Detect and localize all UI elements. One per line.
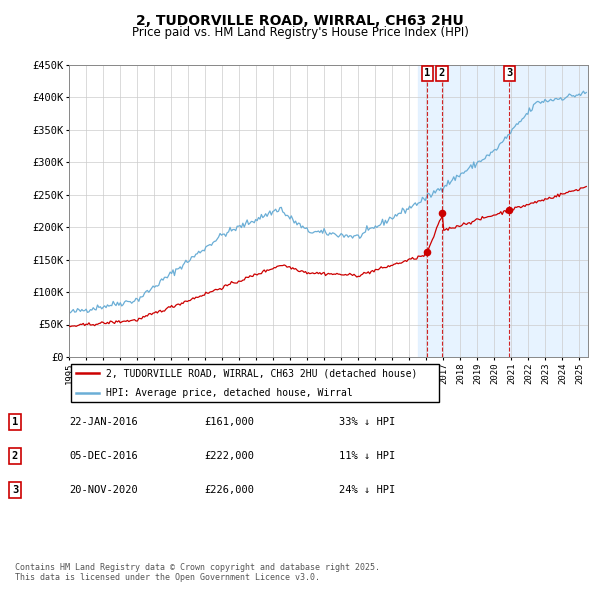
Text: £161,000: £161,000 xyxy=(204,417,254,427)
Text: 3: 3 xyxy=(506,68,512,78)
Point xyxy=(437,208,447,218)
Text: 2: 2 xyxy=(12,451,18,461)
Text: 1: 1 xyxy=(12,417,18,427)
Text: £222,000: £222,000 xyxy=(204,451,254,461)
Text: 2, TUDORVILLE ROAD, WIRRAL, CH63 2HU: 2, TUDORVILLE ROAD, WIRRAL, CH63 2HU xyxy=(136,14,464,28)
Text: 3: 3 xyxy=(12,486,18,495)
Text: Price paid vs. HM Land Registry's House Price Index (HPI): Price paid vs. HM Land Registry's House … xyxy=(131,26,469,39)
Text: 24% ↓ HPI: 24% ↓ HPI xyxy=(339,486,395,495)
Text: £226,000: £226,000 xyxy=(204,486,254,495)
Text: 33% ↓ HPI: 33% ↓ HPI xyxy=(339,417,395,427)
Text: 2: 2 xyxy=(439,68,445,78)
Text: HPI: Average price, detached house, Wirral: HPI: Average price, detached house, Wirr… xyxy=(106,388,353,398)
Text: 11% ↓ HPI: 11% ↓ HPI xyxy=(339,451,395,461)
FancyBboxPatch shape xyxy=(71,364,439,402)
Text: Contains HM Land Registry data © Crown copyright and database right 2025.: Contains HM Land Registry data © Crown c… xyxy=(15,563,380,572)
Bar xyxy=(418,65,588,357)
Text: 20-NOV-2020: 20-NOV-2020 xyxy=(69,486,138,495)
Text: 2, TUDORVILLE ROAD, WIRRAL, CH63 2HU (detached house): 2, TUDORVILLE ROAD, WIRRAL, CH63 2HU (de… xyxy=(106,368,418,378)
Point xyxy=(422,248,432,257)
Text: This data is licensed under the Open Government Licence v3.0.: This data is licensed under the Open Gov… xyxy=(15,572,320,582)
Text: 1: 1 xyxy=(424,68,430,78)
Text: 05-DEC-2016: 05-DEC-2016 xyxy=(69,451,138,461)
Point xyxy=(505,205,514,215)
Text: 22-JAN-2016: 22-JAN-2016 xyxy=(69,417,138,427)
